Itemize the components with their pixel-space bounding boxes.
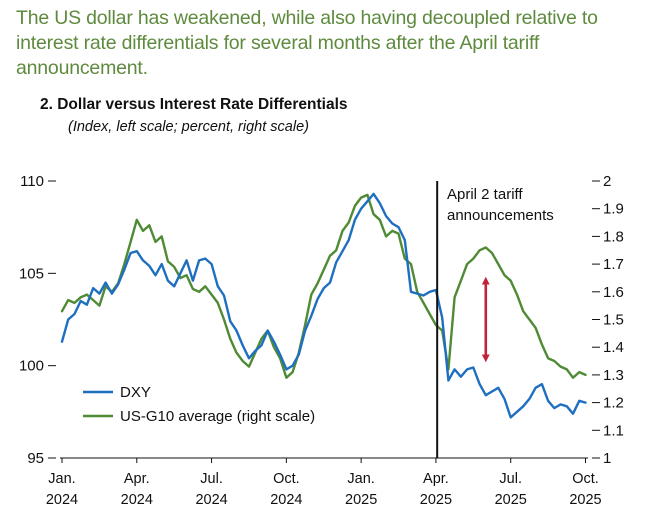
us-g10-series-line <box>60 193 587 379</box>
y-right-tick-label: 1 <box>603 450 611 467</box>
annotation-label: announcements <box>447 207 554 224</box>
x-tick-label: Oct. 2025 <box>569 471 601 508</box>
x-tick-label: Oct. 2024 <box>270 471 302 508</box>
annotation-label: April 2 tariff <box>447 186 523 203</box>
y-right-tick-label: 1.9 <box>603 201 624 218</box>
y-right-tick-label: 1.2 <box>603 395 624 412</box>
y-left-tick-label: 95 <box>27 450 44 467</box>
y-left-tick-label: 100 <box>19 358 44 375</box>
y-right-tick-label: 1.7 <box>603 256 624 273</box>
headline: The US dollar has weakened, while also h… <box>16 7 598 79</box>
chart-title: 2. Dollar versus Interest Rate Different… <box>40 96 348 113</box>
y-right-tick-label: 1.5 <box>603 312 624 329</box>
x-tick-label: Apr. 2024 <box>121 471 153 508</box>
y-right-tick-label: 1.3 <box>603 367 624 384</box>
legend-label-dxy: DXY <box>120 384 151 401</box>
y-right-tick-label: 1.4 <box>603 339 624 356</box>
y-right-tick-label: 2 <box>603 173 611 190</box>
y-right-tick-label: 1.6 <box>603 284 624 301</box>
y-right-tick-label: 1.8 <box>603 228 624 245</box>
y-left-tick-label: 105 <box>19 265 44 282</box>
legend-label-us-g10: US-G10 average (right scale) <box>120 408 315 425</box>
x-tick-label: Jul. 2024 <box>195 471 227 508</box>
dxy-series-line <box>60 192 587 419</box>
chart-subtitle: (Index, left scale; percent, right scale… <box>68 119 309 135</box>
y-right-tick-label: 1.1 <box>603 422 624 439</box>
y-left-tick-label: 110 <box>20 173 44 190</box>
x-tick-label: Jan. 2025 <box>345 471 377 508</box>
x-tick-label: Jan. 2024 <box>46 471 78 508</box>
x-tick-label: Apr. 2025 <box>420 471 452 508</box>
x-tick-label: Jul. 2025 <box>495 471 527 508</box>
